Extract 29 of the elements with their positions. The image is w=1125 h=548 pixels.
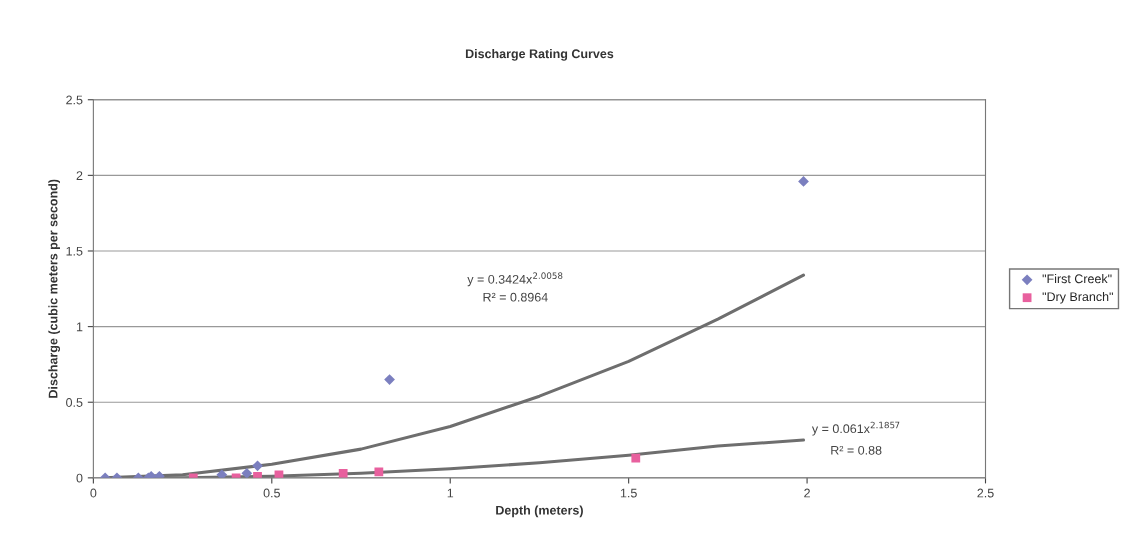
point <box>384 374 395 385</box>
point <box>374 467 384 477</box>
point <box>631 453 641 463</box>
x-tick-label: 0 <box>90 488 97 498</box>
y-tick-label: 1.5 <box>66 246 83 256</box>
x-tick-label: 2.5 <box>977 488 994 498</box>
annotation: R² = 0.88 <box>831 445 882 455</box>
y-tick-label: 2.5 <box>66 95 83 105</box>
point <box>252 460 263 472</box>
x-tick-label: 0.5 <box>263 488 280 498</box>
annotation: y = 0.3424x$^{2.0058}$ <box>467 272 563 287</box>
point <box>338 468 348 478</box>
annotation: y = 0.061x$^{2.1857}$ <box>811 421 900 436</box>
x-tick-label: 1 <box>447 488 454 498</box>
point <box>216 469 228 478</box>
y-tick-label: 1 <box>76 322 83 332</box>
annotation: R² = 0.8964 <box>483 292 548 302</box>
y-tick-label: 0 <box>76 473 83 483</box>
point <box>798 176 809 187</box>
legend-label: "Dry Branch" <box>1042 291 1113 304</box>
legend-label: "First Creek" <box>1042 274 1112 284</box>
x-tick-label: 1.5 <box>620 488 637 498</box>
y-tick-label: 0.5 <box>66 398 83 407</box>
point <box>241 467 253 478</box>
x-axis-title: Depth (meters) <box>496 505 583 518</box>
y-tick-label: 2 <box>76 171 83 180</box>
y-axis-title: Discharge (cubic meters per second) <box>48 179 61 398</box>
chart-title: Discharge Rating Curves <box>465 49 614 61</box>
x-tick-label: 2 <box>804 488 810 498</box>
